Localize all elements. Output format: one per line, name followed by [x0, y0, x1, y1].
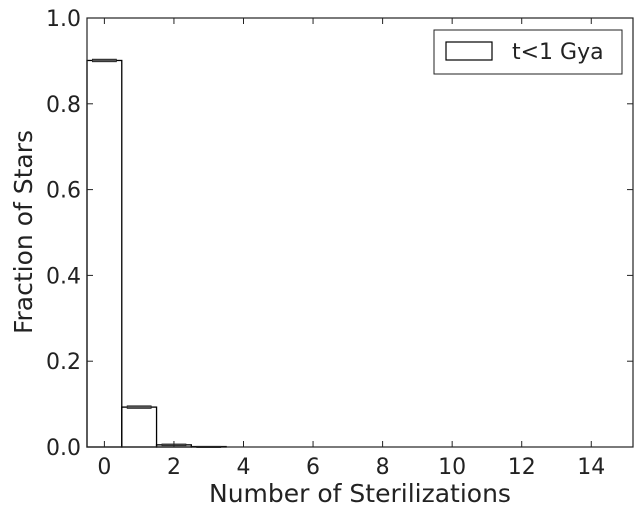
x-tick-label: 4 [236, 455, 250, 480]
histogram-bars [86, 59, 227, 448]
plot-frame [86, 17, 634, 448]
x-axis: 0 2 4 6 8 10 12 14 [97, 18, 605, 480]
y-tick-label: 0.8 [46, 93, 81, 118]
x-tick-label: 10 [438, 455, 466, 480]
error-bars [91, 58, 222, 448]
error-bar [126, 405, 152, 409]
legend-label: t<1 Gya [512, 40, 604, 65]
error-bar [91, 58, 117, 63]
x-axis-label: Number of Sterilizations [209, 479, 511, 508]
y-tick-label: 0.6 [46, 179, 81, 204]
legend: t<1 Gya [433, 29, 623, 75]
x-tick-label: 12 [508, 455, 536, 480]
y-tick-label: 0.0 [46, 436, 81, 461]
x-tick-label: 2 [167, 455, 181, 480]
y-axis-label: Fraction of Stars [9, 130, 38, 334]
legend-swatch [445, 41, 493, 61]
x-tick-label: 6 [306, 455, 320, 480]
x-tick-label: 0 [97, 455, 111, 480]
histogram-bar [121, 406, 158, 448]
y-tick-label: 0.2 [46, 350, 81, 375]
x-tick-label: 14 [577, 455, 605, 480]
y-tick-label: 0.4 [46, 264, 81, 289]
histogram-bar [86, 59, 123, 448]
x-tick-label: 8 [376, 455, 390, 480]
y-tick-label: 1.0 [46, 7, 81, 32]
y-axis: 0.0 0.2 0.4 0.6 0.8 1.0 [46, 7, 633, 461]
legend-box [433, 29, 623, 75]
